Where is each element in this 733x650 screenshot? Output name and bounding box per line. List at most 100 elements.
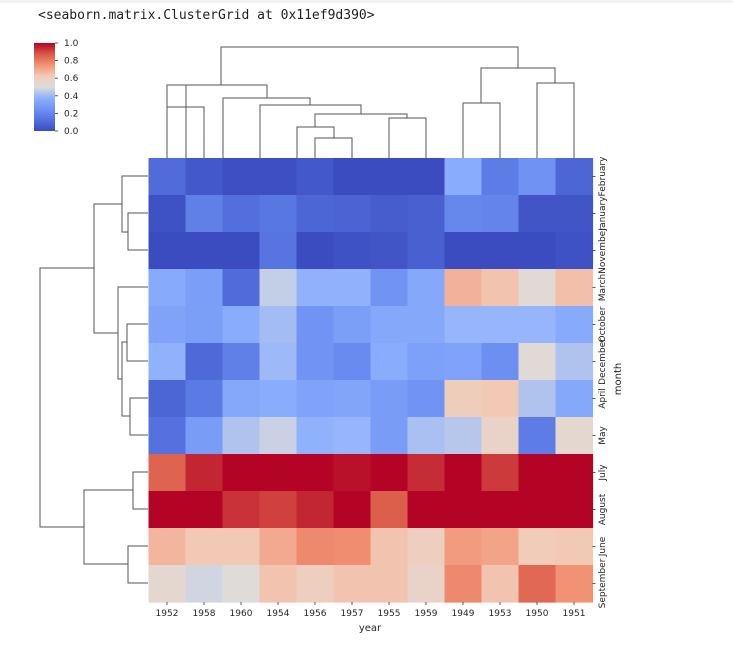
x-tick-label: 1953 [489, 609, 512, 619]
heatmap-cell [370, 417, 409, 455]
colorbar-tick-label: 0.4 [64, 92, 79, 102]
heatmap-cell [407, 306, 446, 344]
y-axis-label: month [613, 363, 624, 395]
column-dendrogram-link [166, 84, 186, 107]
heatmap-cell [444, 158, 483, 196]
heatmap-cell [296, 380, 335, 418]
heatmap-cell [518, 158, 557, 196]
heatmap-cell [185, 528, 224, 566]
heatmap-cell [296, 232, 335, 270]
heatmap-cell [481, 306, 520, 344]
heatmap-cell [222, 528, 261, 566]
y-tick-label: November [598, 227, 608, 274]
y-tick-label: December [598, 338, 608, 385]
heatmap-cell [370, 454, 409, 492]
heatmap-cell [407, 195, 446, 233]
heatmap-cell [555, 343, 594, 381]
heatmap-cell [481, 269, 520, 307]
heatmap-cell [407, 158, 446, 196]
heatmap-cell [333, 380, 372, 418]
heatmap-cell [185, 195, 224, 233]
heatmap-cell [555, 269, 594, 307]
heatmap-cell [148, 269, 187, 307]
heatmap-cell [370, 195, 409, 233]
column-dendrogram-link [480, 67, 556, 103]
heatmap-cell [185, 454, 224, 492]
heatmap-cell [296, 454, 335, 492]
heatmap-cell [296, 195, 335, 233]
heatmap-cell [296, 417, 335, 455]
heatmap-cell [333, 232, 372, 270]
heatmap-cell [370, 491, 409, 529]
row-dendrogram-link [132, 471, 148, 510]
heatmap-cell [222, 417, 261, 455]
heatmap-cell [407, 380, 446, 418]
heatmap-cell [370, 232, 409, 270]
x-tick-label: 1956 [304, 609, 327, 619]
row-dendrogram-link [129, 397, 148, 436]
x-axis-label: year [359, 623, 382, 634]
heatmap-cell [518, 232, 557, 270]
heatmap-cell [333, 491, 372, 529]
heatmap-cell [481, 528, 520, 566]
y-tick-label: October [598, 306, 608, 342]
heatmap-cell [296, 528, 335, 566]
heatmap-cell [148, 232, 187, 270]
heatmap-cell [148, 343, 187, 381]
heatmap-cell [407, 232, 446, 270]
heatmap-cell [259, 454, 298, 492]
row-dendrogram-link [127, 545, 148, 584]
heatmap-cell [185, 306, 224, 344]
heatmap-cell [444, 306, 483, 344]
column-dendrogram-link [220, 46, 519, 85]
heatmap-cell [333, 417, 372, 455]
row-dendrogram-link [39, 267, 94, 528]
heatmap-cell [481, 195, 520, 233]
heatmap-cell [296, 269, 335, 307]
heatmap-cell [222, 195, 261, 233]
heatmap-cell [444, 528, 483, 566]
heatmap-cell [333, 306, 372, 344]
y-tick-label: July [598, 464, 608, 482]
colorbar-tick-label: 0.8 [64, 57, 79, 67]
heatmap-cell [296, 158, 335, 196]
column-dendrogram-link [462, 102, 501, 158]
heatmap-cell [185, 158, 224, 196]
heatmap-cell [333, 565, 372, 603]
heatmap-cell [185, 232, 224, 270]
colorbar-tick-label: 1.0 [64, 39, 79, 49]
column-dendrogram-link [166, 106, 205, 158]
heatmap-cell [259, 491, 298, 529]
heatmap-cell [555, 454, 594, 492]
heatmap-cell [407, 343, 446, 381]
heatmap-cell [481, 232, 520, 270]
output-text: <seaborn.matrix.ClusterGrid at 0x11ef9d3… [38, 8, 375, 23]
heatmap-cell [481, 454, 520, 492]
heatmap-cell [481, 380, 520, 418]
heatmap-cell [333, 195, 372, 233]
y-tick-label: September [598, 558, 608, 608]
x-tick-label: 1954 [267, 609, 290, 619]
colorbar [34, 43, 55, 131]
column-dendrogram-link [314, 113, 408, 127]
heatmap-cell [185, 565, 224, 603]
heatmap-cell [259, 380, 298, 418]
heatmap-cell [518, 380, 557, 418]
row-dendrogram-link [121, 341, 130, 417]
heatmap-cell [222, 565, 261, 603]
heatmap-cell [222, 269, 261, 307]
heatmap-cell [259, 528, 298, 566]
heatmap-cell [518, 195, 557, 233]
heatmap-cell [259, 343, 298, 381]
heatmap-cell [296, 306, 335, 344]
heatmap-cell [222, 158, 261, 196]
heatmap-cell [222, 343, 261, 381]
heatmap-cell [370, 269, 409, 307]
x-tick-label: 1949 [452, 609, 475, 619]
heatmap-cell [555, 232, 594, 270]
heatmap-cell [444, 232, 483, 270]
heatmap-cell [518, 491, 557, 529]
heatmap-cell [296, 565, 335, 603]
heatmap-cell [407, 491, 446, 529]
column-dendrogram-link [388, 117, 427, 158]
